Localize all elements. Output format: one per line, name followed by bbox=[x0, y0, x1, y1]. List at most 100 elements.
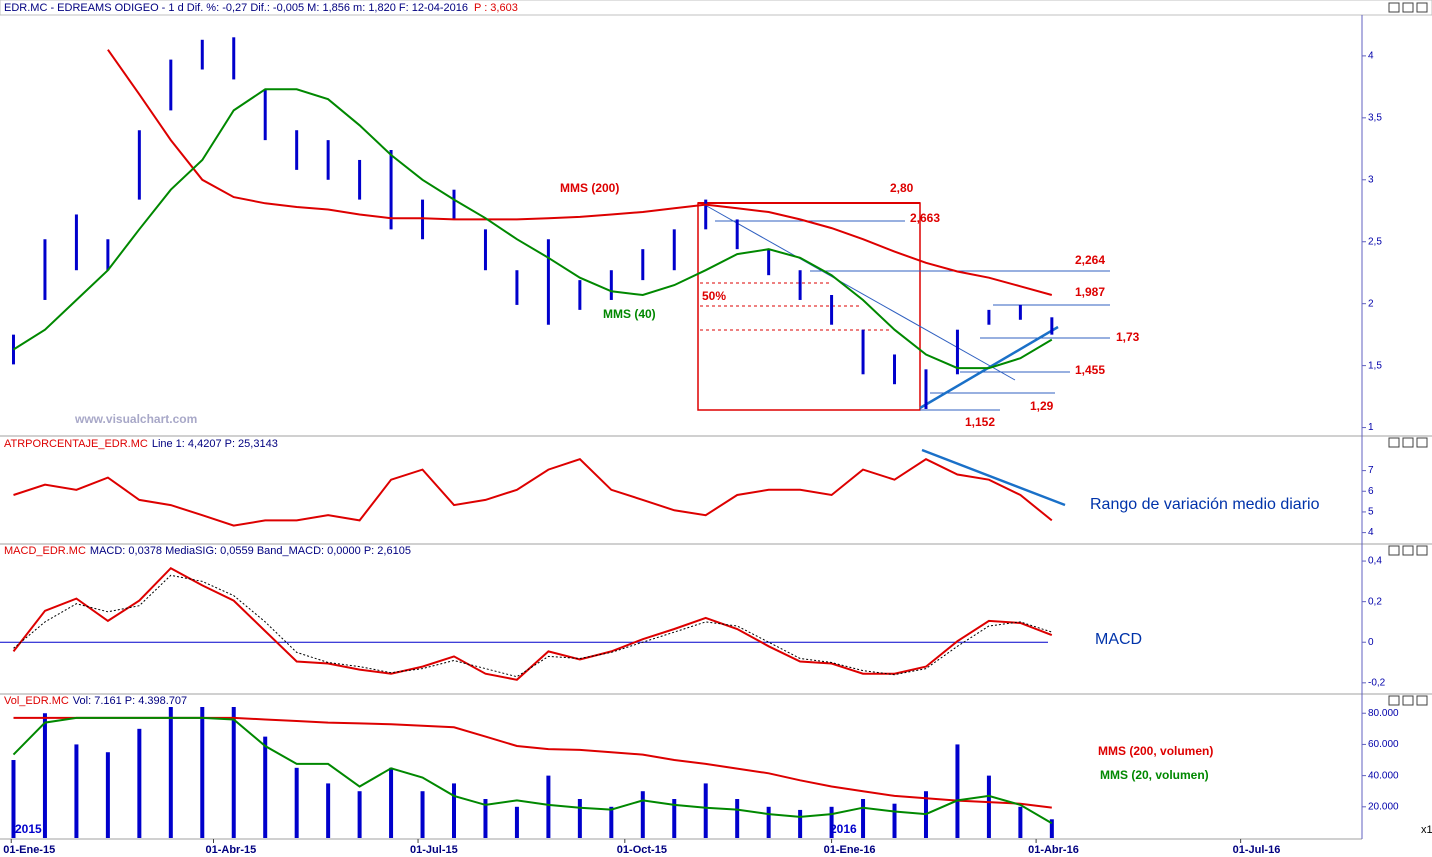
volume-bar bbox=[11, 760, 16, 838]
volume-bar bbox=[74, 744, 79, 838]
volume-bar bbox=[514, 806, 519, 838]
series-line bbox=[13, 574, 1052, 678]
volume-bar bbox=[829, 806, 834, 838]
x-tick-label: 01-Ene-15 bbox=[3, 844, 55, 856]
annotation: www.visualchart.com bbox=[74, 412, 197, 426]
minimize-button[interactable] bbox=[1388, 2, 1400, 13]
annotation: 2016 bbox=[830, 822, 857, 836]
volume-bar bbox=[861, 799, 866, 838]
volume-bar bbox=[672, 799, 677, 838]
volume-bar bbox=[326, 783, 331, 838]
volume-bar bbox=[609, 806, 614, 838]
annotation: Rango de variación medio diario bbox=[1090, 496, 1320, 513]
y-tick-label: 3,5 bbox=[1368, 112, 1382, 123]
drawings bbox=[697, 202, 1110, 507]
annotation: 2,663 bbox=[910, 211, 940, 225]
panel-title: Vol_EDR.MC bbox=[4, 695, 69, 707]
close-button[interactable] bbox=[1416, 545, 1428, 556]
y-tick-label: 2,5 bbox=[1368, 236, 1382, 247]
annotation: 1,152 bbox=[965, 415, 995, 429]
maximize-button[interactable] bbox=[1402, 437, 1414, 448]
y-tick-label: 20.000 bbox=[1368, 801, 1399, 812]
plot-area bbox=[11, 707, 1054, 838]
volume-bar bbox=[955, 744, 960, 838]
maximize-button[interactable] bbox=[1402, 695, 1414, 706]
volume-bar bbox=[294, 767, 299, 838]
y-tick-label: 1,5 bbox=[1368, 360, 1382, 371]
annotation: 2,80 bbox=[890, 181, 914, 195]
close-button[interactable] bbox=[1416, 2, 1428, 13]
y-tick-label: 4 bbox=[1368, 527, 1374, 538]
minimize-button[interactable] bbox=[1388, 437, 1400, 448]
annotation: 1,29 bbox=[1030, 399, 1054, 413]
series-line bbox=[12, 88, 1053, 370]
volume-bar bbox=[357, 791, 362, 838]
annotation: x10 bbox=[1421, 824, 1432, 836]
y-tick-label: -0,2 bbox=[1368, 677, 1386, 688]
y-tick-label: 0,2 bbox=[1368, 596, 1382, 607]
y-tick-label: 5 bbox=[1368, 507, 1374, 518]
panel-subtitle: MACD: 0,0378 MediaSIG: 0,0559 Band_MACD:… bbox=[90, 545, 411, 557]
annotation: MACD bbox=[1095, 631, 1142, 648]
volume-bar bbox=[1049, 819, 1054, 838]
y-tick-label: 3 bbox=[1368, 174, 1374, 185]
series-label: MMS (40) bbox=[603, 307, 656, 321]
volume-bar bbox=[892, 803, 897, 838]
y-tick-label: 0,4 bbox=[1368, 556, 1382, 567]
volume-bar bbox=[798, 809, 803, 838]
x-tick-label: 01-Oct-15 bbox=[617, 844, 667, 856]
title-bar bbox=[0, 0, 1432, 16]
volume-bar bbox=[42, 713, 47, 838]
series-label: MMS (200) bbox=[560, 181, 619, 195]
volume-bar bbox=[546, 775, 551, 838]
y-tick-label: 80.000 bbox=[1368, 708, 1399, 719]
x-tick-label: 01-Jul-15 bbox=[410, 844, 458, 856]
close-button[interactable] bbox=[1416, 695, 1428, 706]
volume-bar bbox=[986, 775, 991, 838]
volume-bar bbox=[452, 783, 456, 838]
annotation: 2,264 bbox=[1075, 253, 1105, 267]
volume-bar bbox=[420, 791, 425, 838]
annotation: 50% bbox=[702, 289, 726, 303]
volume-bar bbox=[231, 707, 236, 838]
y-tick-label: 7 bbox=[1368, 465, 1374, 476]
annotation: 2015 bbox=[15, 822, 42, 836]
panel-title: MACD_EDR.MC bbox=[4, 545, 86, 557]
y-tick-label: 4 bbox=[1368, 51, 1374, 62]
series-line bbox=[107, 49, 1053, 296]
volume-bar bbox=[389, 767, 394, 838]
y-tick-label: 40.000 bbox=[1368, 770, 1399, 781]
volume-bar bbox=[168, 707, 173, 838]
price-label: P : 3,603 bbox=[474, 2, 518, 14]
trend-line bbox=[921, 448, 1066, 507]
plot-area bbox=[11, 37, 1054, 409]
window-buttons[interactable] bbox=[1388, 2, 1428, 706]
series-line bbox=[12, 716, 1053, 825]
plot-area bbox=[13, 458, 1053, 527]
y-tick-label: 6 bbox=[1368, 486, 1374, 497]
x-tick-label: 01-Abr-15 bbox=[206, 844, 257, 856]
x-tick-label: 01-Ene-16 bbox=[824, 844, 876, 856]
annotation: 1,455 bbox=[1075, 363, 1105, 377]
series-label: MMS (200, volumen) bbox=[1098, 744, 1213, 758]
minimize-button[interactable] bbox=[1388, 545, 1400, 556]
panel-title: ATRPORCENTAJE_EDR.MC bbox=[4, 438, 148, 450]
volume-bar bbox=[703, 783, 708, 838]
maximize-button[interactable] bbox=[1402, 2, 1414, 13]
volume-bar bbox=[766, 806, 771, 838]
minimize-button[interactable] bbox=[1388, 695, 1400, 706]
volume-bar bbox=[137, 728, 142, 838]
x-tick-label: 01-Abr-16 bbox=[1028, 844, 1079, 856]
y-tick-label: 1 bbox=[1368, 422, 1374, 433]
y-tick-label: 2 bbox=[1368, 298, 1374, 309]
x-tick-label: 01-Jul-16 bbox=[1233, 844, 1281, 856]
panel-subtitle: Vol: 7.161 P: 4.398.707 bbox=[73, 695, 187, 707]
close-button[interactable] bbox=[1416, 437, 1428, 448]
panel-subtitle: Line 1: 4,4207 P: 25,3143 bbox=[152, 438, 278, 450]
volume-bar bbox=[200, 707, 205, 838]
maximize-button[interactable] bbox=[1402, 545, 1414, 556]
y-tick-label: 0 bbox=[1368, 637, 1374, 648]
series-line bbox=[12, 566, 1053, 681]
